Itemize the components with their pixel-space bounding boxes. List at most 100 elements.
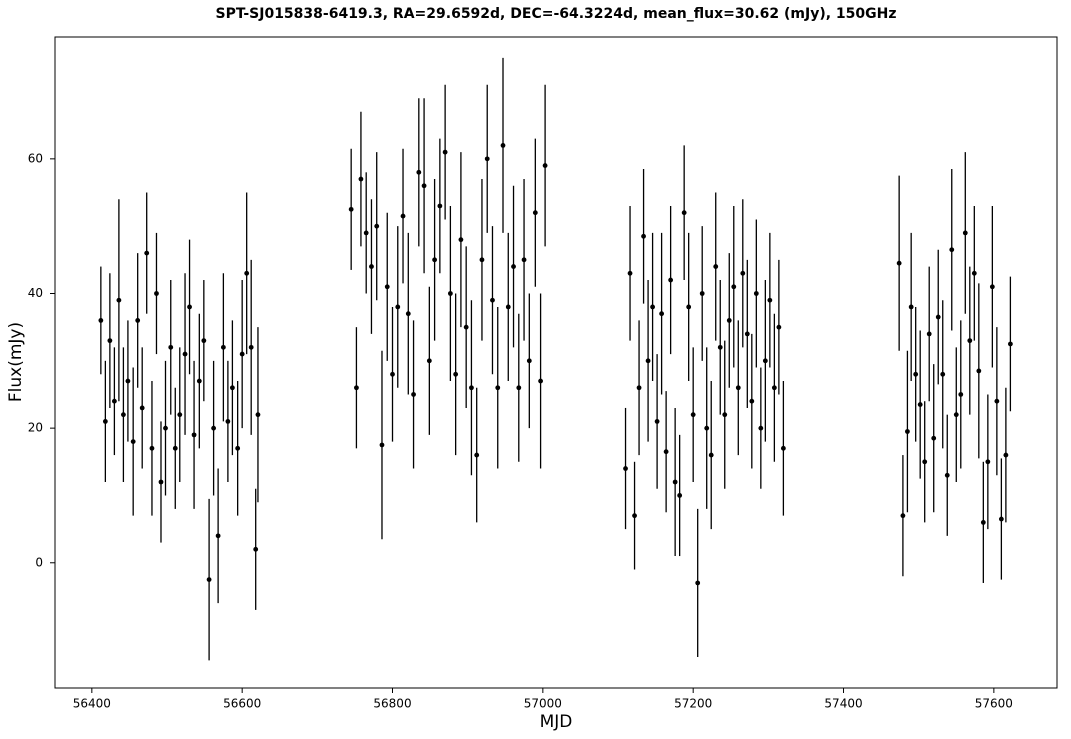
data-point xyxy=(130,439,136,445)
data-point xyxy=(505,304,511,310)
data-point xyxy=(699,291,705,296)
data-point xyxy=(726,318,732,323)
data-point xyxy=(405,311,411,317)
data-point xyxy=(913,371,919,377)
y-tick-label: 20 xyxy=(28,421,43,435)
data-point xyxy=(771,385,777,391)
data-point xyxy=(926,331,932,337)
data-point xyxy=(484,156,490,162)
data-point xyxy=(922,459,928,465)
data-point xyxy=(971,270,977,276)
x-axis-label: MJD xyxy=(540,712,573,732)
data-point xyxy=(158,479,164,485)
data-point xyxy=(211,425,217,431)
data-point xyxy=(177,412,183,418)
data-point xyxy=(935,314,941,320)
data-point xyxy=(776,324,782,330)
data-point xyxy=(225,419,231,424)
data-point xyxy=(163,425,168,431)
data-point xyxy=(121,412,126,418)
data-point xyxy=(900,513,906,519)
data-point xyxy=(215,533,221,539)
data-point xyxy=(985,459,991,465)
data-point xyxy=(668,277,674,283)
data-point xyxy=(469,385,474,391)
data-point xyxy=(636,385,642,391)
data-point xyxy=(500,142,506,148)
data-point xyxy=(905,429,910,434)
x-tick-label: 57400 xyxy=(824,697,862,711)
x-tick-label: 56400 xyxy=(73,697,111,711)
data-point xyxy=(442,149,448,155)
data-point xyxy=(677,493,683,498)
data-point xyxy=(168,344,174,350)
data-point xyxy=(348,206,354,212)
data-point xyxy=(201,338,207,344)
data-point xyxy=(220,344,226,350)
data-point xyxy=(453,371,459,377)
data-point xyxy=(980,519,986,525)
data-point xyxy=(116,297,122,303)
data-point xyxy=(463,324,469,330)
data-point xyxy=(681,210,687,216)
plot-frame xyxy=(54,36,1058,689)
data-point xyxy=(717,344,723,350)
data-point xyxy=(713,264,719,269)
data-point xyxy=(358,176,364,182)
data-point xyxy=(708,452,714,458)
x-tick-label: 57200 xyxy=(674,697,712,711)
data-point xyxy=(395,304,401,310)
data-point xyxy=(998,516,1004,522)
data-point xyxy=(384,284,390,290)
data-point xyxy=(753,291,759,296)
data-point xyxy=(182,351,188,357)
data-point xyxy=(196,378,202,384)
data-point xyxy=(944,472,950,478)
data-point xyxy=(672,479,678,485)
data-point xyxy=(379,442,385,448)
data-point xyxy=(1007,341,1013,347)
data-point xyxy=(645,358,651,364)
data-point xyxy=(421,183,427,189)
data-point xyxy=(542,163,548,168)
data-point xyxy=(191,432,197,438)
data-point xyxy=(641,233,646,239)
data-point xyxy=(139,405,145,411)
data-point xyxy=(426,358,432,364)
data-point xyxy=(416,169,422,175)
data-point xyxy=(511,264,516,269)
data-point xyxy=(135,318,141,323)
data-point xyxy=(994,398,1000,404)
data-point xyxy=(623,466,628,471)
data-point xyxy=(125,378,131,384)
x-tick-label: 57000 xyxy=(524,697,562,711)
data-point xyxy=(735,385,741,391)
data-point xyxy=(989,284,995,290)
data-point xyxy=(363,230,369,236)
data-point xyxy=(663,449,669,455)
data-point xyxy=(740,270,746,276)
data-point xyxy=(447,291,453,296)
y-tick-label: 0 xyxy=(35,555,43,569)
data-point xyxy=(369,264,374,269)
data-point xyxy=(102,419,108,424)
data-point xyxy=(1003,452,1009,458)
data-point xyxy=(749,398,755,404)
data-point xyxy=(235,445,241,451)
data-point xyxy=(354,385,359,391)
data-point xyxy=(111,398,117,404)
data-point xyxy=(654,419,660,424)
data-point xyxy=(516,385,522,391)
data-point xyxy=(704,425,710,431)
data-point xyxy=(432,257,438,263)
data-point xyxy=(244,270,250,276)
data-point xyxy=(976,368,982,374)
data-point xyxy=(731,284,737,290)
data-point xyxy=(400,213,406,219)
data-point xyxy=(758,425,764,431)
data-point xyxy=(744,331,750,337)
data-point xyxy=(474,452,480,458)
data-point xyxy=(896,260,902,266)
data-point xyxy=(532,210,538,216)
data-point xyxy=(458,237,464,243)
